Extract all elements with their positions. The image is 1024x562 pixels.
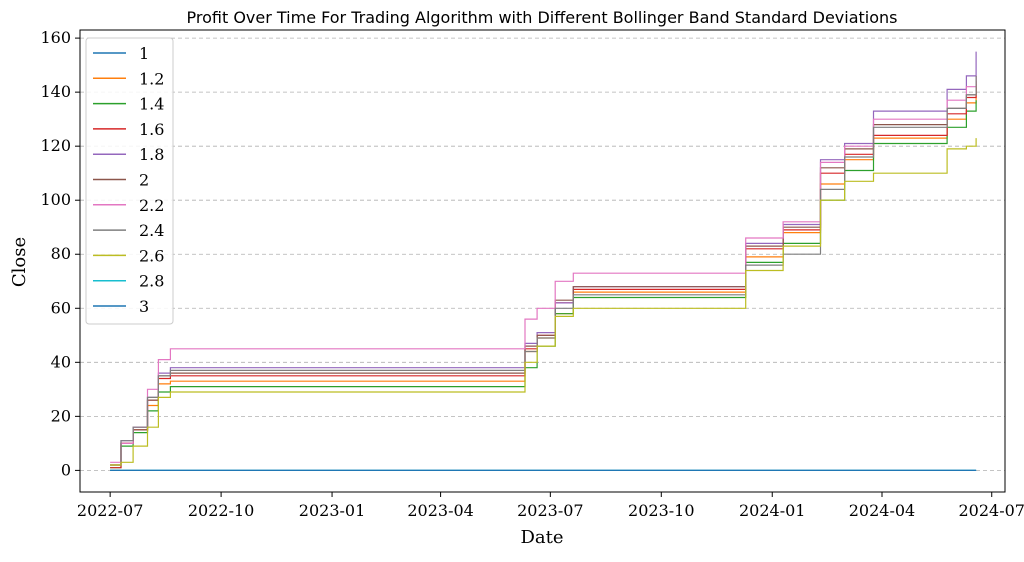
- x-tick-label: 2024-01: [739, 501, 805, 520]
- legend-label: 2.8: [139, 272, 164, 291]
- series-lines: [110, 51, 977, 471]
- y-tick-label: 100: [40, 190, 71, 209]
- legend-items: 1 1.2 1.4 1.6 1.8 2 2.2 2.4 2.6 2.8 3: [93, 44, 164, 316]
- y-axis-ticks: 0 20 40 60 80 100 120 140 160: [40, 28, 80, 479]
- series-line-2-2: [110, 75, 977, 463]
- y-tick-label: 140: [40, 82, 71, 101]
- legend-label: 2.2: [139, 196, 164, 215]
- x-tick-label: 2023-07: [517, 501, 583, 520]
- legend-label: 2.4: [139, 221, 164, 240]
- x-tick-label: 2022-10: [188, 501, 254, 520]
- legend: 1 1.2 1.4 1.6 1.8 2 2.2 2.4 2.6 2.8 3: [85, 37, 174, 325]
- legend-label: 1.4: [139, 95, 164, 114]
- y-tick-label: 160: [40, 28, 71, 47]
- y-tick-label: 120: [40, 136, 71, 155]
- series-line-2: [110, 75, 977, 466]
- y-tick-label: 40: [51, 352, 71, 371]
- series-line-2-6: [110, 138, 977, 466]
- legend-label: 1: [139, 44, 149, 63]
- y-axis-title: Close: [9, 237, 30, 287]
- y-tick-label: 80: [51, 244, 71, 263]
- legend-label: 1.6: [139, 120, 164, 139]
- series-line-2-4: [110, 75, 977, 466]
- x-tick-label: 2023-04: [407, 501, 473, 520]
- x-tick-label: 2023-10: [628, 501, 694, 520]
- legend-label: 3: [139, 297, 149, 316]
- x-axis-ticks: 2022-07 2022-10 2023-01 2023-04 2023-07 2023-…: [77, 492, 1024, 520]
- chart-title: Profit Over Time For Trading Algorithm w…: [187, 8, 898, 27]
- legend-label: 2.6: [139, 246, 164, 265]
- x-tick-label: 2023-01: [299, 501, 365, 520]
- legend-label: 1.2: [139, 69, 164, 88]
- legend-box: [85, 37, 174, 325]
- legend-label: 1.8: [139, 145, 164, 164]
- plot-frame: [79, 29, 1006, 493]
- y-tick-label: 0: [61, 460, 71, 479]
- x-tick-label: 2024-04: [849, 501, 915, 520]
- x-axis-title: Date: [520, 527, 563, 548]
- y-tick-label: 60: [51, 298, 71, 317]
- y-tick-label: 20: [51, 406, 71, 425]
- legend-label: 2: [139, 171, 149, 190]
- x-tick-label: 2024-07: [958, 501, 1024, 520]
- x-tick-label: 2022-07: [77, 501, 143, 520]
